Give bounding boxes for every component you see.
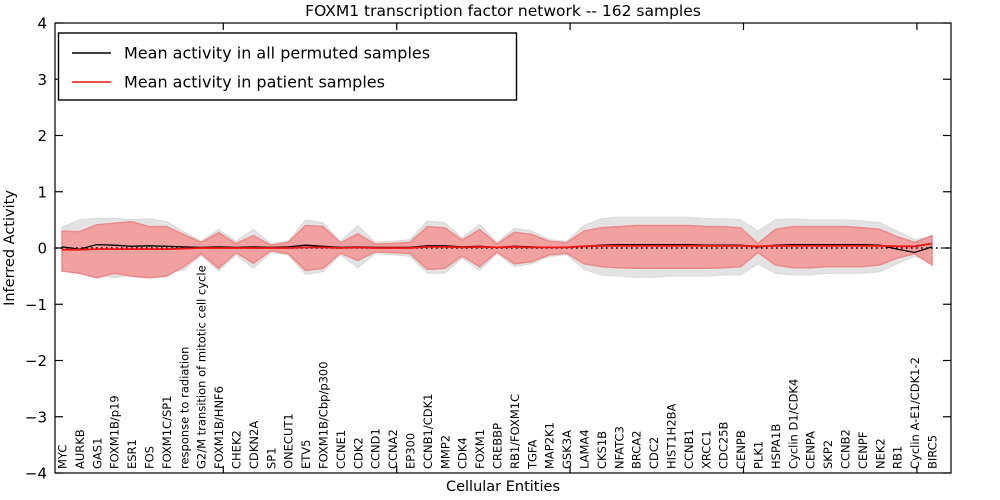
entity-label: CCND1 bbox=[369, 428, 383, 469]
entity-label: SKP2 bbox=[821, 440, 835, 469]
entity-label: CDKN2A bbox=[247, 421, 261, 469]
entity-label: Cyclin D1/CDK4 bbox=[786, 379, 800, 469]
entity-label: HSPA1B bbox=[769, 424, 783, 469]
entity-label: NEK2 bbox=[873, 438, 887, 469]
entity-label: RB1 bbox=[891, 446, 905, 469]
entity-label: CREBBP bbox=[491, 423, 505, 469]
entity-label: FOXM1C/SP1 bbox=[160, 395, 174, 469]
entity-label: CDK4 bbox=[456, 437, 470, 469]
entity-label: LAMA4 bbox=[578, 429, 592, 469]
plot-border bbox=[54, 22, 952, 474]
entity-label: XRCC1 bbox=[699, 430, 713, 469]
entity-label: MYC bbox=[56, 445, 70, 469]
entity-label: CCNB1/CDK1 bbox=[421, 394, 435, 470]
y-tick-label: −1 bbox=[25, 296, 47, 314]
entity-label: BIRC5 bbox=[926, 435, 940, 469]
entity-label: CDK2 bbox=[351, 437, 365, 469]
entity-label: GSK3A bbox=[560, 430, 574, 469]
entity-label: FOXM1 bbox=[473, 429, 487, 469]
y-tick-label: 0 bbox=[37, 240, 47, 258]
entity-label: CCNE1 bbox=[334, 430, 348, 469]
entity-label: ONECUT1 bbox=[282, 413, 296, 469]
entity-label: CHEK2 bbox=[230, 430, 244, 469]
entity-label: CENPA bbox=[804, 431, 818, 469]
chart-title: FOXM1 transcription factor network -- 16… bbox=[305, 2, 701, 20]
entity-label: NFATC3 bbox=[612, 426, 626, 469]
y-tick-label: −2 bbox=[25, 352, 47, 370]
entity-label: MMP2 bbox=[438, 435, 452, 469]
entity-label: CCNB2 bbox=[839, 429, 853, 469]
patient-mean-line bbox=[62, 242, 933, 251]
entity-label: response to radiation bbox=[177, 347, 191, 469]
entity-label: MAP2K1 bbox=[543, 422, 557, 469]
y-tick-label: 3 bbox=[37, 71, 47, 89]
entity-label: SP1 bbox=[264, 447, 278, 469]
entity-label: G2/M transition of mitotic cell cycle bbox=[195, 265, 209, 469]
entity-label: CKS1B bbox=[595, 431, 609, 469]
entity-label: CENPF bbox=[856, 432, 870, 469]
entity-label: BRCA2 bbox=[630, 430, 644, 469]
y-tick-label: 4 bbox=[37, 15, 47, 33]
entity-label: CCNA2 bbox=[386, 429, 400, 469]
legend: Mean activity in all permuted samples Me… bbox=[57, 32, 518, 101]
entity-label: GAS1 bbox=[90, 438, 104, 469]
entity-label: AURKB bbox=[73, 429, 87, 469]
entity-label: ETV5 bbox=[299, 440, 313, 469]
y-tick-label: −3 bbox=[25, 408, 47, 426]
entity-label: CENPB bbox=[734, 430, 748, 469]
y-axis-label: Inferred Activity bbox=[2, 190, 18, 306]
entity-label: FOXM1B/Cbp/p300 bbox=[317, 361, 331, 469]
x-axis-label: Cellular Entities bbox=[446, 479, 560, 495]
entity-label: CCNB1 bbox=[682, 429, 696, 469]
entity-label: HIST1H2BA bbox=[665, 403, 679, 469]
entity-label: RB1/FOXM1C bbox=[508, 394, 522, 469]
entity-label: PLK1 bbox=[752, 441, 766, 469]
entity-label: FOS bbox=[143, 446, 157, 469]
entity-label: FOXM1B/p19 bbox=[108, 395, 122, 469]
plot-area: 4 3 2 1 0 −1 −2 −3 −4 MYC AURKB GAS1 FOXM1B/p19 ESR1 F… bbox=[25, 15, 951, 483]
entity-label: FOXM1B/HNF6 bbox=[212, 386, 226, 469]
patient-band bbox=[61, 220, 933, 279]
entity-label: ESR1 bbox=[125, 439, 139, 469]
legend-label-permuted: Mean activity in all permuted samples bbox=[124, 44, 430, 63]
y-tick-label: 1 bbox=[37, 183, 47, 201]
entity-label: TGFA bbox=[525, 440, 539, 470]
y-tick-label: 2 bbox=[37, 127, 47, 145]
legend-label-patient: Mean activity in patient samples bbox=[124, 73, 385, 92]
entity-label: Cyclin A-E1/CDK1-2 bbox=[908, 357, 922, 469]
legend-box bbox=[57, 32, 518, 101]
entity-label: EP300 bbox=[404, 433, 418, 469]
y-tick-label: −4 bbox=[25, 465, 47, 483]
entity-label: CDC2 bbox=[647, 437, 661, 469]
entity-label: CDC25B bbox=[717, 421, 731, 469]
